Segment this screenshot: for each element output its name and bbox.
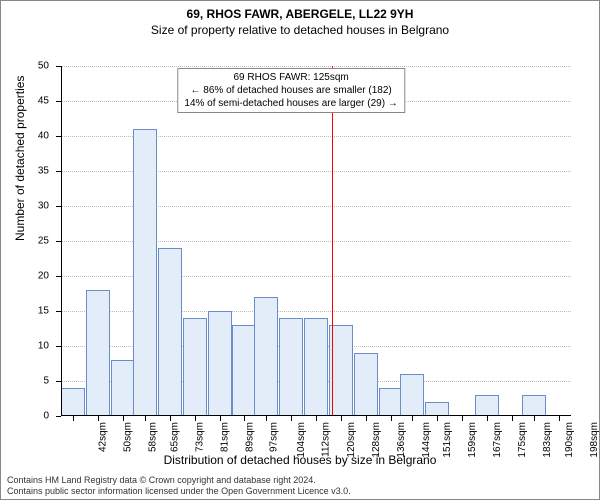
y-tick-label: 45 <box>38 96 49 107</box>
y-tick-mark <box>56 66 61 67</box>
y-tick-label: 10 <box>38 341 49 352</box>
histogram-bar <box>279 318 303 416</box>
x-tick-label: 42sqm <box>98 422 109 452</box>
x-tick-label: 97sqm <box>269 422 280 452</box>
x-tick-mark <box>145 416 146 421</box>
histogram-bar <box>86 290 110 416</box>
x-tick-label: 73sqm <box>194 422 205 452</box>
plot-area: 69 RHOS FAWR: 125sqm← 86% of detached ho… <box>61 66 571 416</box>
footer-line-2: Contains public sector information licen… <box>7 486 351 497</box>
x-tick-mark <box>366 416 367 421</box>
histogram-bar <box>379 388 403 416</box>
y-tick-label: 5 <box>43 376 49 387</box>
x-tick-mark <box>437 416 438 421</box>
histogram-bar <box>425 402 449 416</box>
y-tick-label: 35 <box>38 166 49 177</box>
x-tick-mark <box>559 416 560 421</box>
footer-attribution: Contains HM Land Registry data © Crown c… <box>7 475 351 497</box>
x-tick-mark <box>291 416 292 421</box>
x-tick-mark <box>412 416 413 421</box>
y-tick-mark <box>56 206 61 207</box>
y-tick-mark <box>56 346 61 347</box>
x-tick-mark <box>512 416 513 421</box>
x-tick-mark <box>220 416 221 421</box>
x-tick-mark <box>123 416 124 421</box>
histogram-bar <box>522 395 546 416</box>
x-tick-mark <box>266 416 267 421</box>
y-tick-label: 15 <box>38 306 49 317</box>
y-tick-mark <box>56 276 61 277</box>
histogram-bar <box>111 360 135 416</box>
histogram-bar <box>254 297 278 416</box>
info-box-line-3: 14% of semi-detached houses are larger (… <box>184 97 397 110</box>
y-tick-mark <box>56 241 61 242</box>
x-tick-label: 58sqm <box>148 422 159 452</box>
histogram-bar <box>232 325 256 416</box>
y-tick-mark <box>56 416 61 417</box>
x-tick-mark <box>534 416 535 421</box>
y-tick-label: 30 <box>38 201 49 212</box>
x-tick-mark <box>487 416 488 421</box>
histogram-bar <box>400 374 424 416</box>
x-tick-mark <box>316 416 317 421</box>
histogram-bar <box>158 248 182 416</box>
x-tick-label: 65sqm <box>169 422 180 452</box>
x-tick-label: 50sqm <box>123 422 134 452</box>
x-tick-mark <box>98 416 99 421</box>
info-box-line-1: 69 RHOS FAWR: 125sqm <box>184 71 397 84</box>
histogram-bar <box>208 311 232 416</box>
histogram-bar <box>133 129 157 416</box>
x-tick-mark <box>73 416 74 421</box>
x-tick-mark <box>195 416 196 421</box>
y-tick-label: 40 <box>38 131 49 142</box>
x-tick-mark <box>244 416 245 421</box>
y-tick-mark <box>56 311 61 312</box>
info-box-line-2: ← 86% of detached houses are smaller (18… <box>184 84 397 97</box>
y-tick-mark <box>56 381 61 382</box>
footer-line-1: Contains HM Land Registry data © Crown c… <box>7 475 351 486</box>
y-tick-mark <box>56 101 61 102</box>
property-marker-line <box>332 66 333 416</box>
y-tick-mark <box>56 171 61 172</box>
histogram-bar <box>354 353 378 416</box>
y-tick-mark <box>56 136 61 137</box>
y-axis-label: Number of detached properties <box>13 76 27 241</box>
x-axis-label: Distribution of detached houses by size … <box>1 453 599 467</box>
histogram-bar <box>61 388 85 416</box>
x-tick-label: 112sqm <box>320 422 331 457</box>
y-tick-label: 20 <box>38 271 49 282</box>
y-tick-label: 25 <box>38 236 49 247</box>
histogram-bar <box>304 318 328 416</box>
x-tick-mark <box>462 416 463 421</box>
info-box: 69 RHOS FAWR: 125sqm← 86% of detached ho… <box>177 68 404 113</box>
histogram-bar <box>183 318 207 416</box>
gridline <box>61 66 571 67</box>
y-axis-line <box>61 66 62 416</box>
x-tick-mark <box>391 416 392 421</box>
chart-title: 69, RHOS FAWR, ABERGELE, LL22 9YH <box>1 1 599 21</box>
x-tick-mark <box>170 416 171 421</box>
y-tick-label: 0 <box>43 411 49 422</box>
x-tick-mark <box>341 416 342 421</box>
x-tick-label: 81sqm <box>219 422 230 452</box>
chart-container: 69, RHOS FAWR, ABERGELE, LL22 9YH Size o… <box>0 0 600 500</box>
y-tick-label: 50 <box>38 61 49 72</box>
chart-subtitle: Size of property relative to detached ho… <box>1 21 599 37</box>
x-tick-label: 89sqm <box>244 422 255 452</box>
histogram-bar <box>475 395 499 416</box>
